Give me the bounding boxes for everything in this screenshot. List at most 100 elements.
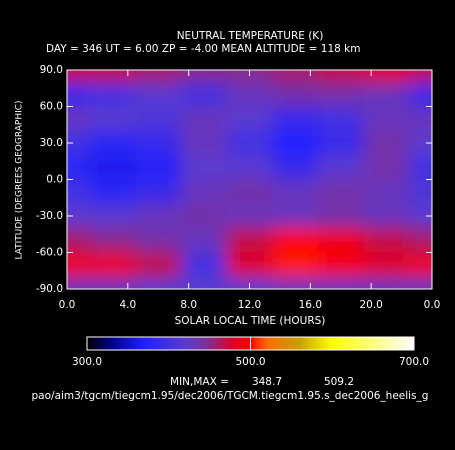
x-tick-label: 0.0: [424, 299, 441, 311]
min-max-label: MIN,MAX =: [170, 376, 229, 388]
x-tick-label: 12.0: [238, 299, 261, 311]
heatmap-cell: [317, 106, 365, 132]
heatmap-cell: [89, 276, 136, 289]
heatmap-cell: [181, 106, 228, 132]
chart-subtitle: DAY = 346 UT = 6.00 ZP = -4.00 MEAN ALTI…: [46, 43, 360, 55]
heatmap-cell: [89, 228, 136, 253]
y-tick-label: 90.0: [40, 64, 63, 76]
colorbar-tick-label: 700.0: [399, 356, 429, 368]
heatmap-cell: [89, 252, 136, 278]
heatmap-cell: [317, 130, 365, 156]
heatmap-cell: [135, 155, 182, 180]
heatmap-cell: [409, 228, 432, 253]
heatmap-cell: [226, 228, 273, 253]
heatmap-cell: [67, 130, 91, 156]
heatmap-cell: [181, 82, 228, 107]
heatmap-cell: [363, 130, 410, 156]
heatmap-cell: [226, 252, 273, 278]
heatmap-cell: [409, 106, 432, 132]
heatmap-cell: [317, 70, 365, 83]
heatmap-cell: [67, 70, 91, 83]
heatmap-cell: [135, 203, 182, 229]
y-tick-label: 0.0: [46, 174, 63, 186]
heatmap-cell: [67, 276, 91, 289]
heatmap-cell: [317, 155, 365, 180]
heatmap-cell: [89, 106, 136, 132]
heatmap-cell: [272, 82, 319, 107]
heatmap-cell: [363, 70, 410, 83]
heatmap-cell: [272, 179, 319, 205]
heatmap-cell: [89, 70, 136, 83]
heatmap-cell: [135, 70, 182, 83]
y-tick-label: -60.0: [36, 247, 63, 259]
heatmap-cell: [89, 82, 136, 107]
heatmap-cell: [181, 203, 228, 229]
heatmap-cell: [67, 252, 91, 278]
heatmap-cells: [67, 70, 432, 289]
y-tick-label: 60.0: [40, 101, 63, 113]
heatmap-cell: [409, 179, 432, 205]
heatmap-cell: [363, 252, 410, 278]
heatmap-cell: [317, 82, 365, 107]
heatmap-cell: [317, 276, 365, 289]
heatmap-cell: [67, 203, 91, 229]
heatmap-cell: [181, 252, 228, 278]
heatmap-cell: [317, 203, 365, 229]
heatmap-cell: [272, 155, 319, 180]
y-tick-label: -30.0: [36, 210, 63, 222]
x-axis-label: SOLAR LOCAL TIME (HOURS): [175, 315, 326, 327]
heatmap-cell: [226, 70, 273, 83]
heatmap-cell: [135, 228, 182, 253]
heatmap-cell: [226, 82, 273, 107]
heatmap-cell: [272, 276, 319, 289]
heatmap-cell: [363, 106, 410, 132]
colorbar-tick-label: 300.0: [72, 356, 102, 368]
heatmap-cell: [226, 179, 273, 205]
heatmap-cell: [181, 70, 228, 83]
y-tick-label: 30.0: [40, 137, 63, 149]
heatmap-cell: [89, 155, 136, 180]
heatmap-cell: [226, 106, 273, 132]
heatmap-cell: [226, 203, 273, 229]
min-value: 348.7: [252, 376, 282, 388]
heatmap-cell: [272, 106, 319, 132]
heatmap-cell: [409, 82, 432, 107]
heatmap-cell: [409, 276, 432, 289]
heatmap-cell: [181, 179, 228, 205]
heatmap-cell: [89, 130, 136, 156]
heatmap-cell: [363, 82, 410, 107]
heatmap-cell: [363, 228, 410, 253]
heatmap-cell: [409, 203, 432, 229]
heatmap-cell: [226, 155, 273, 180]
heatmap-cell: [226, 276, 273, 289]
heatmap-cell: [317, 228, 365, 253]
heatmap-cell: [135, 106, 182, 132]
x-tick-label: 16.0: [299, 299, 322, 311]
heatmap-cell: [363, 179, 410, 205]
heatmap-cell: [363, 203, 410, 229]
chart-title: NEUTRAL TEMPERATURE (K): [177, 30, 324, 42]
heatmap-cell: [272, 203, 319, 229]
max-value: 509.2: [324, 376, 354, 388]
x-tick-label: 0.0: [59, 299, 76, 311]
y-tick-label: -90.0: [36, 283, 63, 295]
y-axis-label: LATITUDE (DEGREES GEOGRAPHIC): [15, 100, 25, 259]
heatmap-cell: [317, 252, 365, 278]
heatmap-cell: [181, 276, 228, 289]
heatmap-cell: [272, 228, 319, 253]
heatmap-cell: [135, 130, 182, 156]
heatmap-cell: [409, 155, 432, 180]
heatmap-cell: [67, 82, 91, 107]
heatmap-cell: [135, 276, 182, 289]
x-tick-label: 4.0: [119, 299, 136, 311]
heatmap-cell: [67, 228, 91, 253]
heatmap-cell: [272, 70, 319, 83]
file-path: pao/aim3/tgcm/tiegcm1.95/dec2006/TGCM.ti…: [32, 390, 429, 402]
heatmap-cell: [89, 203, 136, 229]
x-tick-label: 20.0: [359, 299, 382, 311]
heatmap-cell: [135, 82, 182, 107]
heatmap-cell: [363, 155, 410, 180]
heatmap-cell: [409, 130, 432, 156]
heatmap-cell: [67, 106, 91, 132]
